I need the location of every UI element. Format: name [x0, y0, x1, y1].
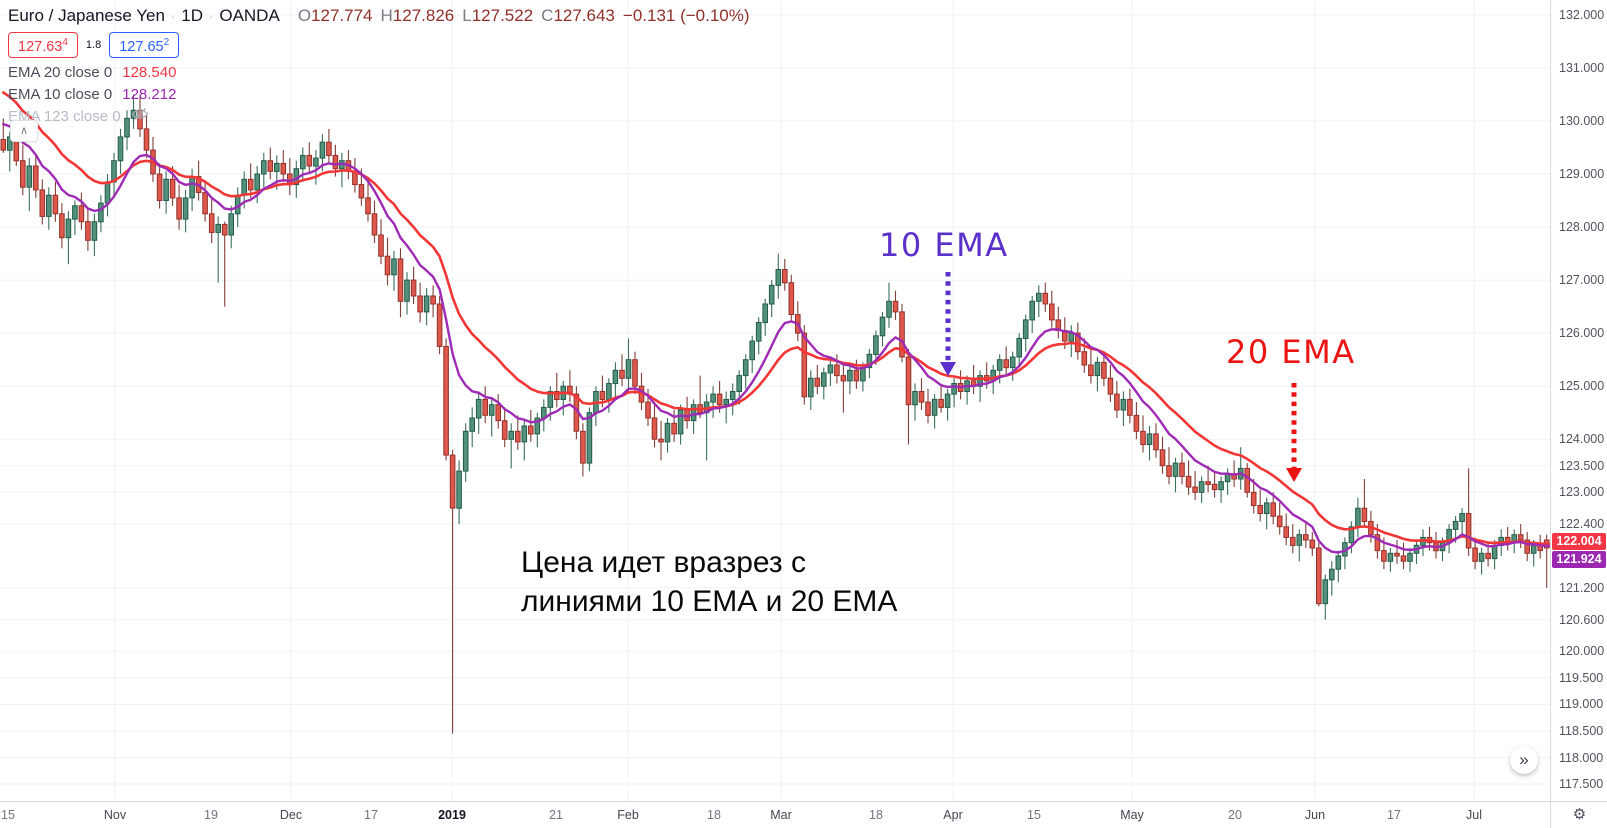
time-axis-label: Jul: [1466, 808, 1482, 822]
ask-price: 127.65: [119, 38, 164, 55]
time-axis-label: 17: [1387, 808, 1401, 822]
time-axis-label: 17: [364, 808, 378, 822]
price-axis-label: 132.000: [1559, 7, 1605, 22]
ask-price-fraction: 2: [163, 37, 170, 48]
time-axis-label: May: [1120, 808, 1144, 822]
axis-settings-corner: ⚙: [1550, 801, 1607, 828]
double-chevron-right-icon: »: [1519, 749, 1529, 769]
chart-legend: Euro / Japanese Yen · 1D · OANDA O127.774 H127…: [8, 6, 750, 142]
price-axis-label: 120.600: [1559, 612, 1605, 627]
scroll-to-latest-button[interactable]: »: [1510, 746, 1538, 774]
time-axis-label: Apr: [943, 808, 963, 822]
time-axis-label: 20: [1228, 808, 1242, 822]
price-axis-label: 120.000: [1559, 644, 1605, 659]
price-axis-label: 125.000: [1559, 379, 1605, 394]
time-axis-label: Dec: [279, 808, 303, 822]
sell-button[interactable]: 127.634: [8, 32, 78, 58]
price-axis-label: 124.000: [1559, 432, 1605, 447]
exchange-label[interactable]: OANDA: [219, 6, 280, 25]
indicator-row-1[interactable]: EMA 10 close 0 128.212: [8, 85, 750, 103]
separator-dot: ·: [170, 9, 176, 24]
indicator-value: 128.212: [122, 85, 177, 103]
price-axis-label: 129.000: [1559, 166, 1605, 181]
price-divergence-note: Цена идет вразрез с линиями 10 ЕМА и 20 …: [521, 543, 897, 621]
change-value: −0.131 (−0.10%): [622, 6, 750, 25]
price-axis-label: 130.000: [1559, 113, 1605, 128]
ema-price-badge: 121.924: [1552, 551, 1606, 568]
indicator-row-2[interactable]: EMA 123 close 0: [8, 107, 750, 125]
ema20-annotation-label: 20 EMA: [1226, 333, 1356, 371]
chevron-up-icon: ∧: [19, 124, 29, 137]
chart-canvas[interactable]: [0, 0, 1550, 801]
price-axis-label: 123.500: [1559, 458, 1605, 473]
indicator-value: 128.540: [122, 63, 177, 81]
interval-label[interactable]: 1D: [181, 6, 203, 25]
indicator-label: EMA 10 close 0: [8, 85, 113, 103]
ema10-annotation-label: 10 EMA: [879, 226, 1009, 264]
indicator-legend-rows: EMA 20 close 0 128.540 EMA 10 close 0 128.2…: [8, 63, 750, 125]
time-axis-label: Nov: [103, 808, 127, 822]
ohlc-key: H: [380, 6, 393, 25]
time-axis-label: 15: [1, 808, 15, 822]
price-axis-label: 118.000: [1559, 750, 1604, 765]
price-axis-label: 122.400: [1559, 517, 1605, 532]
separator-dot: ·: [209, 9, 214, 24]
ohlc-value: 127.643: [553, 6, 615, 25]
time-axis-label: 18: [869, 808, 883, 822]
price-axis-label: 126.000: [1559, 326, 1605, 341]
bid-price: 127.63: [18, 38, 63, 55]
price-axis[interactable]: 132.000 131.000 130.000 129.000 128.000 127.0…: [1550, 0, 1607, 801]
legend-collapse-button[interactable]: ∧: [10, 120, 38, 142]
gear-icon[interactable]: ⚙: [1572, 806, 1587, 823]
time-axis[interactable]: 15 Nov 19 Dec 17 2019 21 Feb 18 Mar 18 Apr 15 May 20 Ju…: [0, 801, 1607, 828]
ohlc-key: O: [297, 6, 312, 25]
price-axis-label: 131.000: [1559, 60, 1605, 75]
price-axis-label: 123.000: [1559, 485, 1605, 500]
eye-hidden-icon[interactable]: [131, 107, 149, 125]
indicator-row-0[interactable]: EMA 20 close 0 128.540: [8, 63, 750, 81]
ohlc-value: 127.522: [471, 6, 534, 25]
time-axis-label: 18: [707, 808, 721, 822]
time-axis-label: Jun: [1304, 808, 1326, 822]
ohlc-key: C: [541, 6, 554, 25]
ohlc-value: 127.774: [311, 6, 373, 25]
ohlc-key: L: [462, 6, 472, 25]
time-axis-label: 2019: [438, 808, 466, 822]
time-axis-label: 15: [1027, 808, 1041, 822]
price-axis-label: 128.000: [1559, 220, 1605, 235]
symbol-title-row[interactable]: Euro / Japanese Yen · 1D · OANDA O127.774 H127…: [8, 6, 750, 26]
price-axis-label: 121.200: [1559, 580, 1605, 595]
price-axis-label: 127.000: [1559, 273, 1605, 288]
time-axis-label: 19: [204, 808, 218, 822]
ohlc-value: 127.826: [392, 6, 455, 25]
symbol-name[interactable]: Euro / Japanese Yen: [8, 6, 165, 25]
time-axis-label: 21: [549, 808, 563, 822]
candlestick-chart[interactable]: [0, 0, 1550, 801]
price-axis-label: 118.500: [1559, 723, 1604, 738]
price-axis-label: 119.500: [1559, 670, 1604, 685]
buy-button[interactable]: 127.652: [109, 32, 180, 58]
time-axis-label: Feb: [617, 808, 639, 822]
spread-value: 1.8: [85, 38, 102, 51]
price-axis-label: 117.500: [1559, 777, 1604, 792]
ohlc-values: O127.774 H127.826 L127.522 C127.643 −0.131 (…: [290, 6, 750, 25]
price-note-line2: линиями 10 ЕМА и 20 ЕМА: [521, 585, 898, 618]
time-axis-label: Mar: [770, 808, 792, 822]
indicator-label: EMA 20 close 0: [8, 63, 113, 81]
price-note-line1: Цена идет вразрез с: [521, 546, 807, 579]
bid-price-fraction: 4: [62, 37, 68, 48]
last-price-badge: 122.004: [1552, 533, 1606, 550]
price-axis-label: 119.000: [1559, 697, 1604, 712]
bid-ask-row: 127.634 1.8 127.652: [8, 32, 750, 58]
